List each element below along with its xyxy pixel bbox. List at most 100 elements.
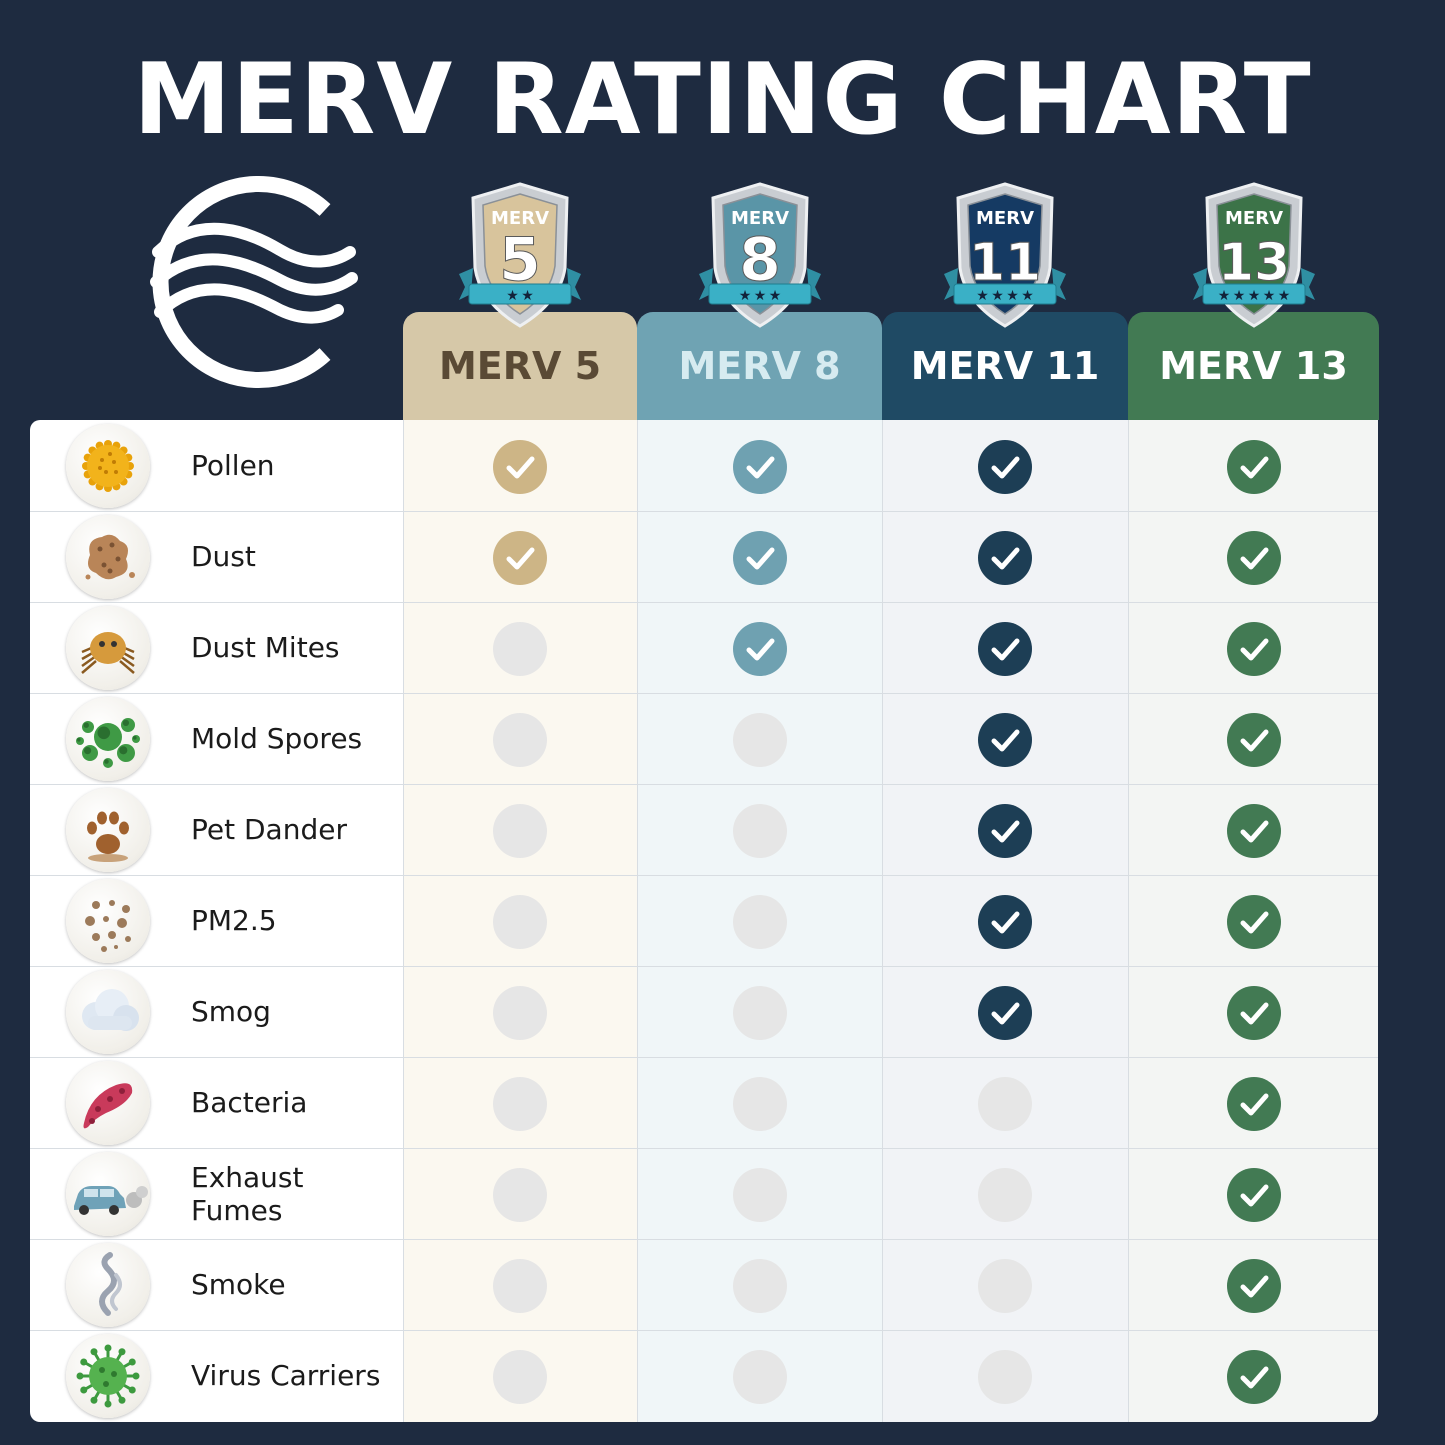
column-divider — [1128, 420, 1129, 1422]
row-divider — [30, 784, 1378, 785]
check-mark-icon — [493, 440, 547, 494]
empty-mark-icon — [493, 713, 547, 767]
star-icon: ★ — [521, 288, 534, 304]
star-icon: ★ — [753, 288, 766, 304]
check-mark-icon — [978, 804, 1032, 858]
empty-mark-icon — [732, 895, 787, 949]
star-icon: ★ — [976, 288, 989, 304]
badge-number: 11 — [969, 233, 1041, 293]
merv-shield-badge-icon: MERV 8 ★ ★ ★ — [695, 180, 825, 330]
empty-mark-icon — [978, 1350, 1032, 1404]
check-mark-icon — [1226, 1168, 1281, 1222]
paw-icon — [66, 788, 150, 872]
bacteria-icon — [66, 1061, 150, 1145]
row-divider — [30, 602, 1378, 603]
empty-mark-icon — [732, 1168, 787, 1222]
empty-mark-icon — [493, 895, 547, 949]
check-mark-icon — [978, 531, 1032, 585]
badge-merv-label: MERV — [976, 208, 1034, 229]
empty-mark-icon — [732, 986, 787, 1040]
row-label: Dust Mites — [191, 631, 340, 664]
check-mark-icon — [732, 531, 787, 585]
row-divider — [30, 693, 1378, 694]
smoke-icon — [66, 1243, 150, 1327]
column-divider — [637, 420, 638, 1422]
check-mark-icon — [978, 713, 1032, 767]
badge-merv-label: MERV — [1225, 208, 1283, 229]
row-divider — [30, 511, 1378, 512]
table-row: Smoke — [30, 1239, 402, 1330]
table-row: Pollen — [30, 420, 402, 511]
row-label: Smoke — [191, 1268, 286, 1301]
empty-mark-icon — [732, 1259, 787, 1313]
row-label: Pet Dander — [191, 813, 347, 846]
pollen-icon — [66, 424, 150, 508]
virus-icon — [66, 1334, 150, 1418]
check-mark-icon — [978, 622, 1032, 676]
check-mark-icon — [1226, 1077, 1281, 1131]
star-icon: ★ — [1021, 288, 1034, 304]
star-icon: ★ — [1232, 288, 1245, 304]
row-label: Dust — [191, 540, 256, 573]
check-mark-icon — [978, 440, 1032, 494]
table-row: Dust — [30, 511, 402, 602]
row-divider — [30, 1148, 1378, 1149]
row-label: Pollen — [191, 449, 275, 482]
star-icon: ★ — [1262, 288, 1275, 304]
empty-mark-icon — [493, 1168, 547, 1222]
rating-table: Pollen Dust Dust Mites Mold Spores Pet Dande… — [30, 420, 1378, 1422]
empty-mark-icon — [493, 622, 547, 676]
row-divider — [30, 966, 1378, 967]
cloud-icon — [66, 970, 150, 1054]
row-label: Virus Carriers — [191, 1359, 381, 1392]
star-icon: ★ — [1006, 288, 1019, 304]
table-row: Smog — [30, 966, 402, 1057]
column-divider — [882, 420, 883, 1422]
table-row: Virus Carriers — [30, 1330, 402, 1421]
table-row: Dust Mites — [30, 602, 402, 693]
table-row: Bacteria — [30, 1057, 402, 1148]
check-mark-icon — [978, 895, 1032, 949]
empty-mark-icon — [493, 986, 547, 1040]
particles-icon — [66, 879, 150, 963]
car-exhaust-icon — [66, 1152, 150, 1236]
merv-shield-badge-icon: MERV 5 ★ ★ — [455, 180, 585, 330]
empty-mark-icon — [978, 1077, 1032, 1131]
mold-spores-icon — [66, 697, 150, 781]
merv-shield-badge-icon: MERV 13 ★ ★ ★ ★ ★ — [1189, 180, 1319, 330]
table-row: Mold Spores — [30, 693, 402, 784]
check-mark-icon — [732, 440, 787, 494]
column-header-merv-5: MERV 5 — [403, 312, 637, 420]
star-icon: ★ — [768, 288, 781, 304]
column-divider — [403, 420, 404, 1422]
row-divider — [30, 875, 1378, 876]
row-label: Mold Spores — [191, 722, 363, 755]
table-row: Exhaust Fumes — [30, 1148, 402, 1239]
check-mark-icon — [1226, 1259, 1281, 1313]
table-row: Pet Dander — [30, 784, 402, 875]
row-label: PM2.5 — [191, 904, 277, 937]
check-mark-icon — [1226, 713, 1281, 767]
star-icon: ★ — [506, 288, 519, 304]
check-mark-icon — [1226, 531, 1281, 585]
check-mark-icon — [1226, 895, 1281, 949]
star-icon: ★ — [1217, 288, 1230, 304]
empty-mark-icon — [732, 1077, 787, 1131]
empty-mark-icon — [732, 1350, 787, 1404]
empty-mark-icon — [493, 1077, 547, 1131]
star-icon: ★ — [738, 288, 751, 304]
empty-mark-icon — [493, 1259, 547, 1313]
empty-mark-icon — [978, 1168, 1032, 1222]
row-label: Exhaust Fumes — [191, 1160, 304, 1227]
check-mark-icon — [1226, 440, 1281, 494]
check-mark-icon — [978, 986, 1032, 1040]
empty-mark-icon — [732, 804, 787, 858]
empty-mark-icon — [732, 713, 787, 767]
row-divider — [30, 1330, 1378, 1331]
check-mark-icon — [1226, 622, 1281, 676]
empty-mark-icon — [493, 1350, 547, 1404]
column-header-merv-11: MERV 11 — [882, 312, 1128, 420]
star-icon: ★ — [1247, 288, 1260, 304]
check-mark-icon — [732, 622, 787, 676]
badge-merv-label: MERV — [731, 208, 789, 229]
